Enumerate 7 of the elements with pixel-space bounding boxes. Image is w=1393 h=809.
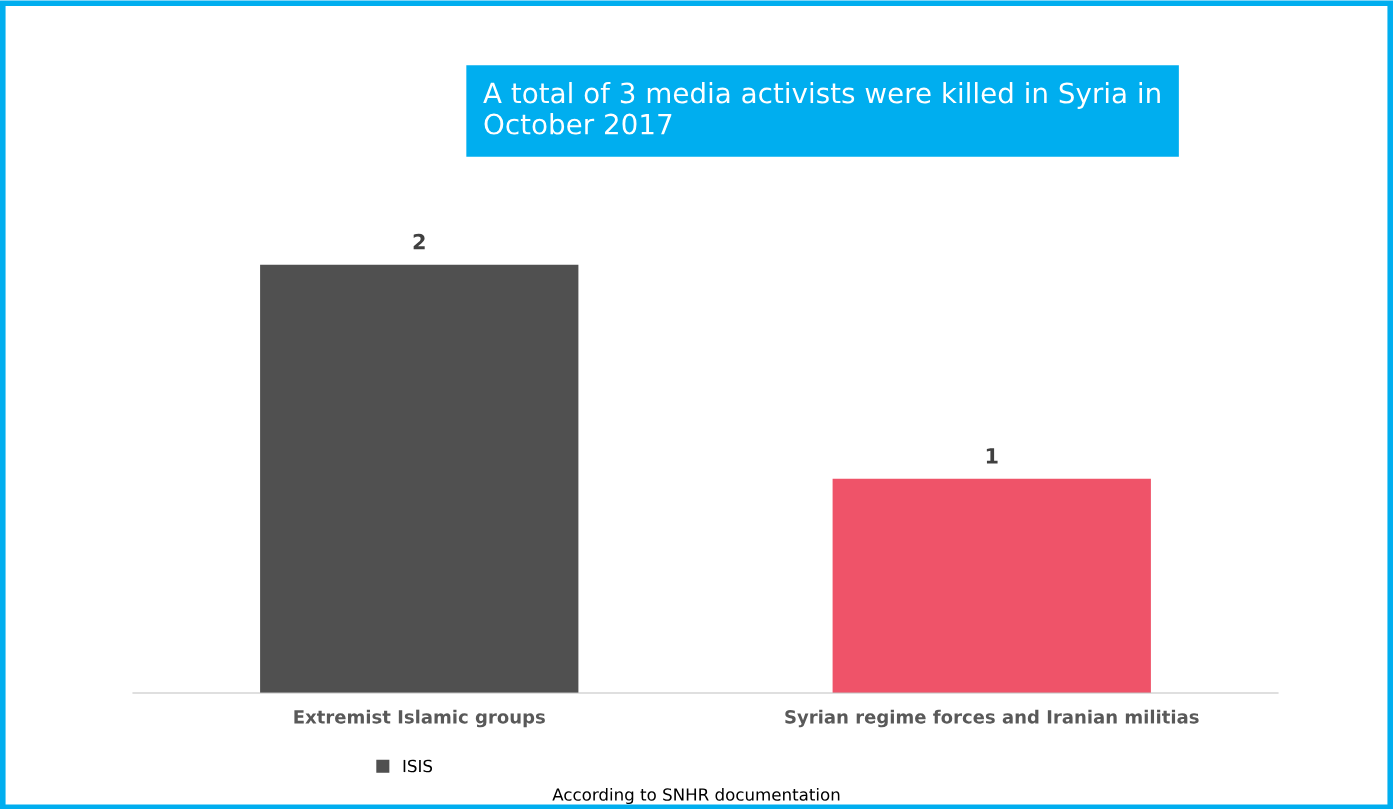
x-tick-label: Syrian regime forces and Iranian militias [785, 709, 1199, 728]
data-label: 2 [413, 233, 425, 250]
data-label: 1 [986, 448, 998, 464]
legend-label: ISIS [403, 759, 433, 773]
x-tick-label: Extremist Islamic groups [294, 709, 545, 728]
text: According to SNHR documentation [552, 787, 840, 805]
chart-title: A total of 3 media activists were killed in Syria in October 2017 [483, 82, 1160, 135]
